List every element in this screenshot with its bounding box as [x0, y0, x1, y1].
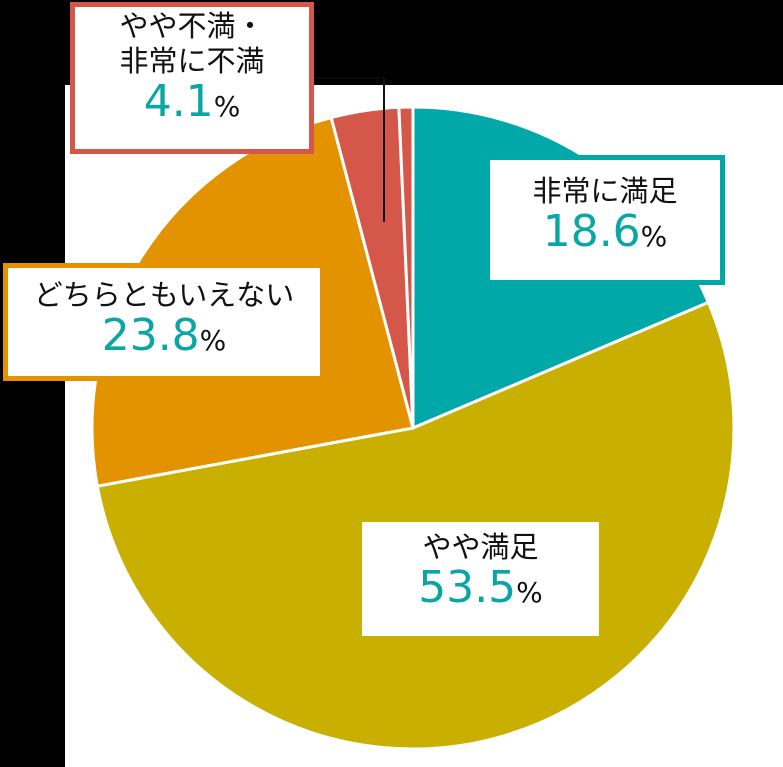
value-unit: %: [516, 575, 543, 609]
callout-dissatisfied: やや不満・ 非常に不満 4.1%: [70, 2, 314, 154]
value-number: 18.6: [542, 205, 641, 257]
callout-somewhat-satisfied: やや満足 53.5%: [362, 522, 599, 636]
callout-value: 4.1%: [75, 75, 309, 127]
callout-very-satisfied: 非常に満足 18.6%: [485, 155, 725, 285]
value-number: 4.1: [143, 75, 214, 127]
value-unit: %: [199, 323, 227, 357]
callout-label-line2: 非常に不満: [119, 43, 265, 78]
callout-label: どちらともいえない: [33, 278, 295, 312]
callout-value: 53.5%: [362, 561, 599, 613]
callout-label: やや満足: [422, 530, 539, 564]
pie-slice-very-dissatisfied: [397, 105, 415, 430]
callout-neutral: どちらともいえない 23.8%: [3, 263, 325, 381]
callout-value: 23.8%: [8, 309, 320, 361]
value-number: 23.8: [101, 309, 200, 361]
value-unit: %: [640, 219, 668, 253]
callout-value: 18.6%: [490, 205, 720, 257]
value-number: 53.5: [418, 561, 517, 613]
callout-label: 非常に満足: [532, 174, 678, 208]
value-unit: %: [213, 89, 241, 123]
callout-label-line1: やや不満・: [119, 9, 265, 43]
